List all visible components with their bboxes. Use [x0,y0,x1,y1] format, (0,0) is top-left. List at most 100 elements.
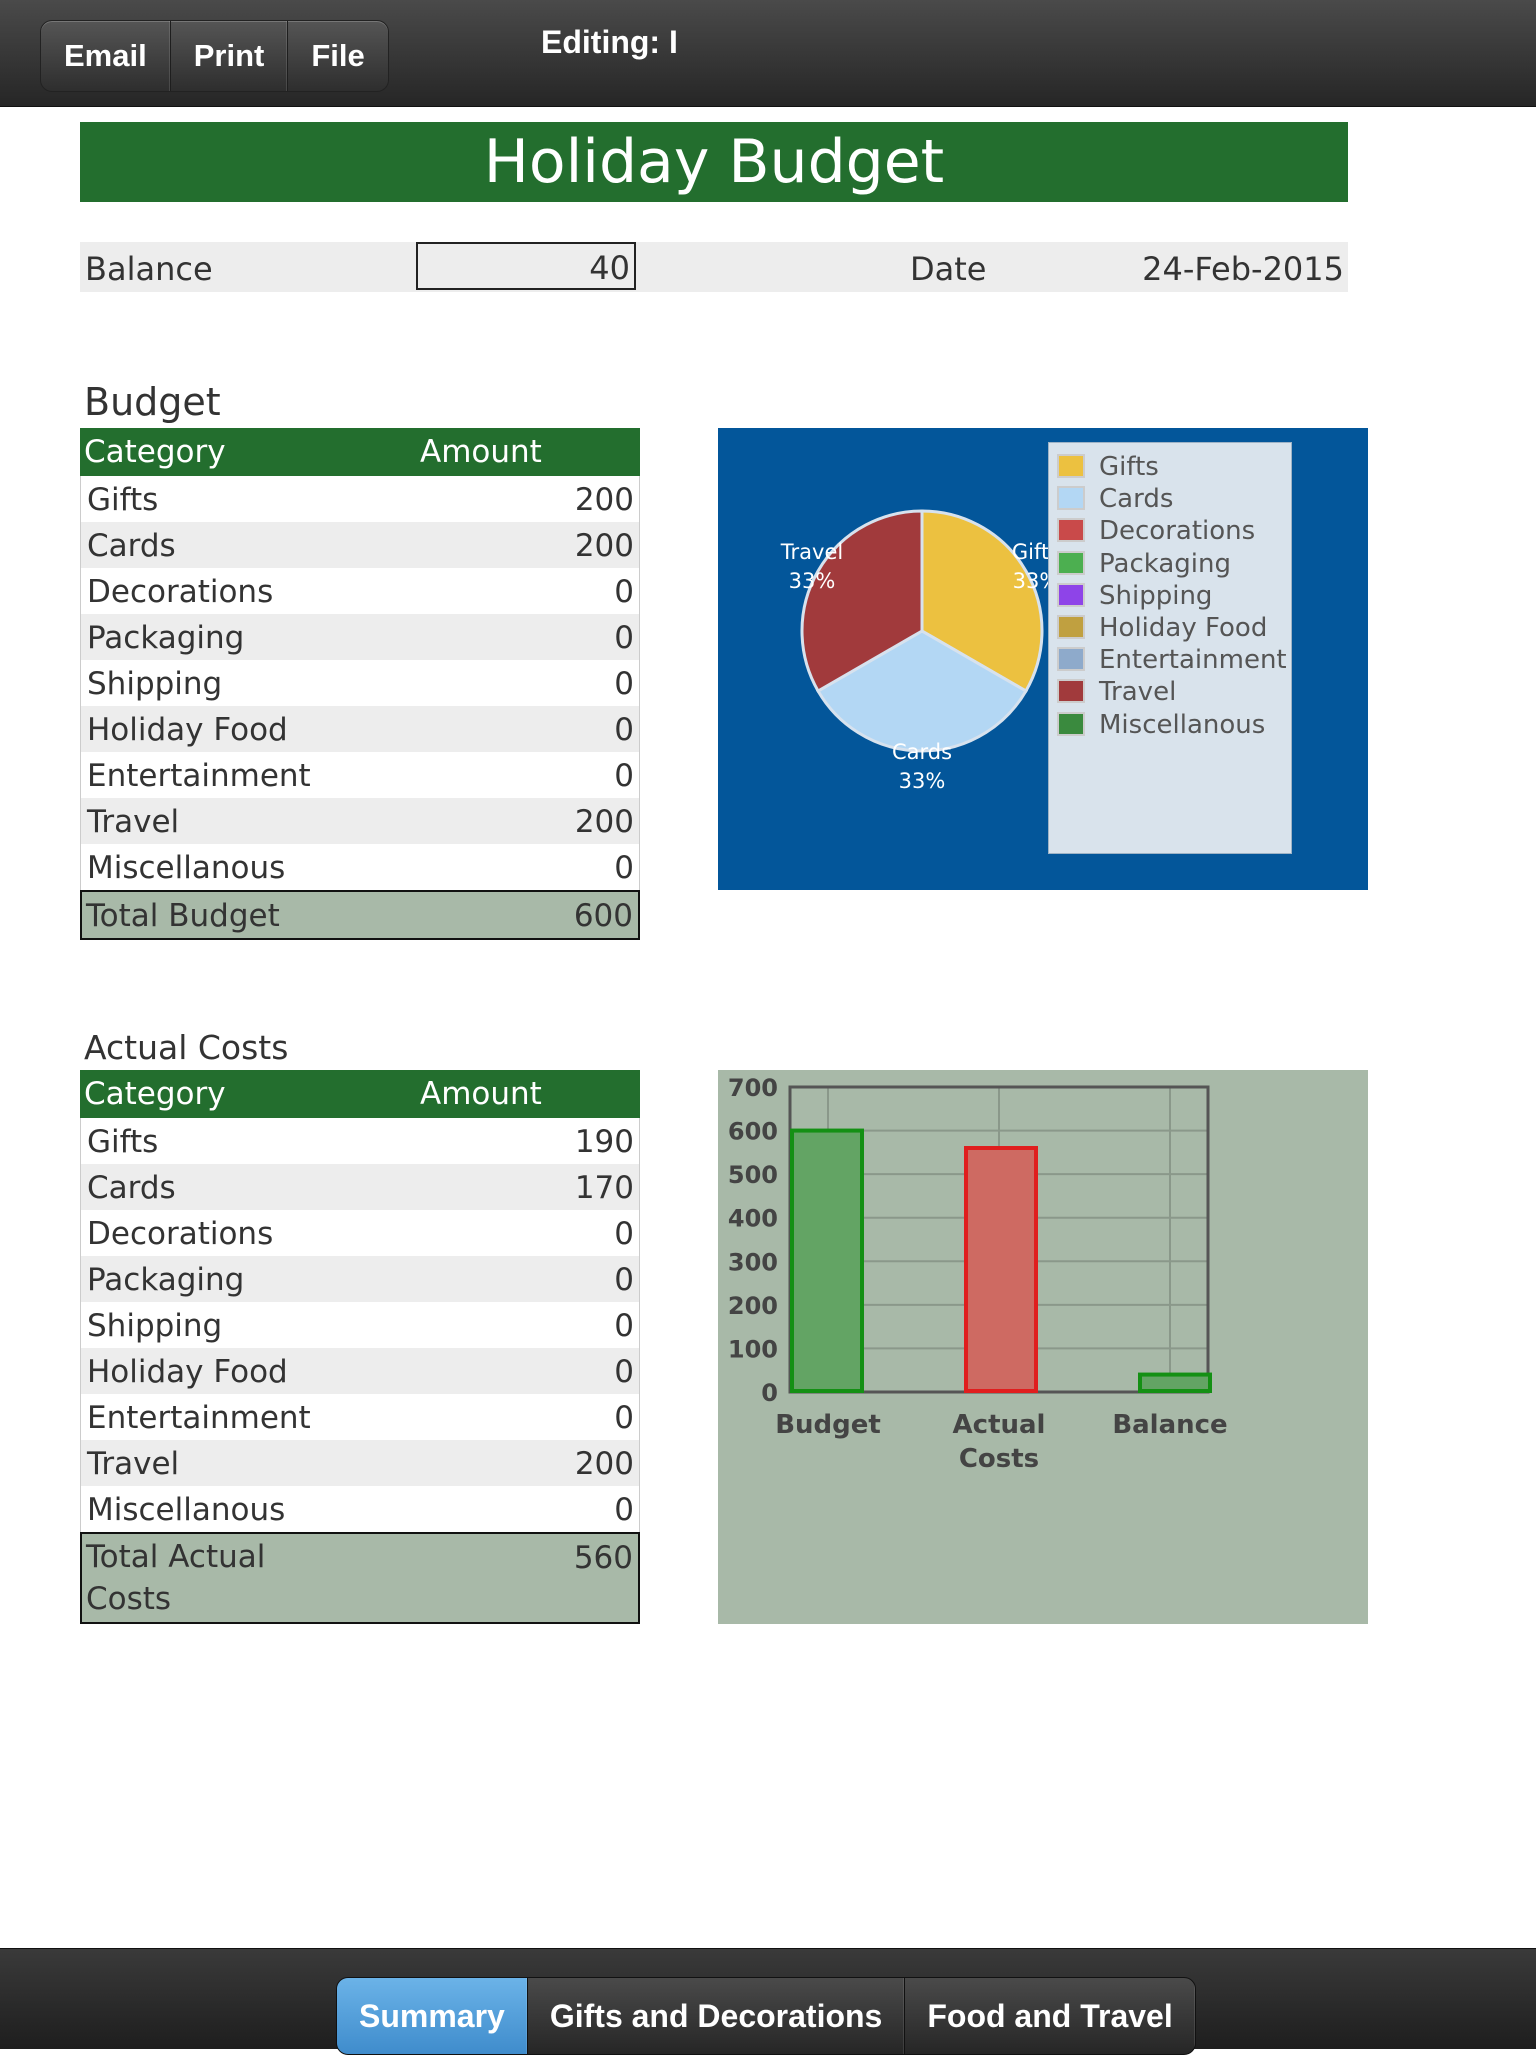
budget-amount-cell: 200 [574,482,634,518]
legend-label: Holiday Food [1099,613,1268,643]
table-row[interactable]: Gifts 200 [81,476,639,522]
table-row[interactable]: Packaging 0 [81,1256,639,1302]
actual-amount-cell: 0 [614,1492,634,1528]
pie-label-cards-name: Cards [891,740,953,764]
table-row[interactable]: Entertainment 0 [81,752,639,798]
budget-pie-chart[interactable]: Travel 33% Gifts 33% Cards 33% Gifts Cards De… [718,428,1368,890]
date-cell[interactable]: 24-Feb-2015 [1142,250,1344,288]
pie-chart-canvas [800,509,1044,753]
y-tick-label: 200 [728,1292,778,1320]
budget-total-row[interactable]: Total Budget 600 [80,890,640,940]
actual-category-cell: Shipping [87,1308,223,1344]
tab-gifts-and-decorations[interactable]: Gifts and Decorations [528,1978,906,2054]
actual-amount-cell: 0 [614,1216,634,1252]
print-button[interactable]: Print [171,21,289,91]
legend-swatch [1057,615,1085,639]
sheet-title: Holiday Budget [80,122,1348,202]
date-label: Date [910,250,987,288]
table-row[interactable]: Travel 200 [81,798,639,844]
total-budget-label: Total Budget [86,898,280,934]
actual-category-cell: Holiday Food [87,1354,288,1390]
pie-label-travel-name: Travel [780,540,844,564]
table-row[interactable]: Packaging 0 [81,614,639,660]
tab-food-and-travel[interactable]: Food and Travel [905,1978,1194,2054]
column-header-category: Category [84,1076,226,1112]
actual-amount-cell: 200 [574,1446,634,1482]
balance-cell[interactable]: 40 [416,242,636,290]
budget-category-cell: Shipping [87,666,223,702]
total-actual-label: Total Actual Costs [86,1536,265,1620]
x-category-label: Costs [959,1444,1039,1474]
legend-swatch [1057,679,1085,704]
legend-label: Cards [1099,484,1174,515]
actual-rows: Gifts 190 Cards 170 Decorations 0 Packaging 0 Sh… [80,1118,640,1532]
total-actual-label-line2: Costs [86,1581,172,1617]
email-button[interactable]: Email [41,21,171,91]
y-tick-label: 300 [728,1248,778,1276]
bar-balance[interactable] [1138,1372,1212,1394]
table-row[interactable]: Travel 200 [81,1440,639,1486]
pie-slice-gifts[interactable] [920,509,1044,694]
legend-label: Entertainment [1099,645,1287,676]
actual-amount-cell: 0 [614,1262,634,1298]
actual-amount-cell: 170 [574,1170,634,1206]
actual-table: Category Amount Gifts 190 Cards 170 Decorati… [80,1070,640,1624]
x-category-label: Actual [953,1410,1046,1440]
budget-table: Category Amount Gifts 200 Cards 200 Decorati… [80,428,640,940]
budget-table-header: Category Amount [80,428,640,476]
actual-section-title: Actual Costs [84,1028,289,1067]
budget-amount-cell: 0 [614,666,634,702]
actual-category-cell: Miscellanous [87,1492,286,1528]
legend-swatch [1057,711,1085,736]
total-actual-value: 560 [573,1540,633,1576]
actual-category-cell: Decorations [87,1216,274,1252]
legend-swatch [1057,582,1085,607]
pie-slice-travel[interactable] [800,509,924,694]
pie-legend: Gifts Cards Decorations Packaging Shipping Ho… [1048,442,1292,854]
budget-category-cell: Travel [87,804,180,840]
budget-amount-cell: 0 [614,620,634,656]
table-row[interactable]: Shipping 0 [81,660,639,706]
table-row[interactable]: Shipping 0 [81,1302,639,1348]
tab-summary[interactable]: Summary [337,1978,528,2054]
legend-swatch [1057,550,1085,575]
table-row[interactable]: Holiday Food 0 [81,1348,639,1394]
budget-category-cell: Gifts [87,482,159,518]
table-row[interactable]: Miscellanous 0 [81,1486,639,1532]
bar-actual-costs[interactable] [964,1146,1038,1393]
table-row[interactable]: Gifts 190 [81,1118,639,1164]
legend-swatch [1057,518,1085,543]
budget-category-cell: Decorations [87,574,274,610]
file-button[interactable]: File [311,38,365,73]
pie-label-cards-percent: 33% [898,769,946,793]
total-actual-label-line1: Total Actual [86,1539,266,1575]
balance-row: Balance 40 Date 24-Feb-2015 [80,242,1348,292]
table-row[interactable]: Cards 200 [81,522,639,568]
budget-bar-chart[interactable]: 0 100 200 300 400 500 600 700 Budget Actual Costs B… [718,1070,1368,1624]
bar-chart-canvas: 0 100 200 300 400 500 600 700 Budget Actual Costs B… [728,1074,1228,1474]
table-row[interactable]: Decorations 0 [81,568,639,614]
pie-label-travel: Travel 33% [762,538,862,596]
table-row[interactable]: Holiday Food 0 [81,706,639,752]
pie-slice-cards[interactable] [816,629,1028,753]
column-header-amount: Amount [420,1076,542,1112]
table-row[interactable]: Miscellanous 0 [81,844,639,890]
actual-total-row[interactable]: Total Actual Costs 560 [80,1532,640,1624]
pie-label-travel-percent: 33% [788,569,836,593]
budget-rows: Gifts 200 Cards 200 Decorations 0 Packaging 0 Sh… [80,476,640,890]
y-tick-label: 400 [728,1205,778,1233]
budget-amount-cell: 0 [614,712,634,748]
table-row[interactable]: Cards 170 [81,1164,639,1210]
legend-label: Travel [1099,677,1177,708]
actual-category-cell: Packaging [87,1262,245,1298]
budget-amount-cell: 200 [574,528,634,564]
bar-budget[interactable] [790,1128,864,1393]
actual-category-cell: Cards [87,1170,176,1206]
y-tick-label: 600 [728,1118,778,1146]
table-row[interactable]: Decorations 0 [81,1210,639,1256]
y-tick-label: 100 [728,1335,778,1363]
table-row[interactable]: Entertainment 0 [81,1394,639,1440]
legend-label: Packaging [1099,548,1231,579]
budget-amount-cell: 200 [574,804,634,840]
y-tick-label: 0 [761,1379,778,1407]
